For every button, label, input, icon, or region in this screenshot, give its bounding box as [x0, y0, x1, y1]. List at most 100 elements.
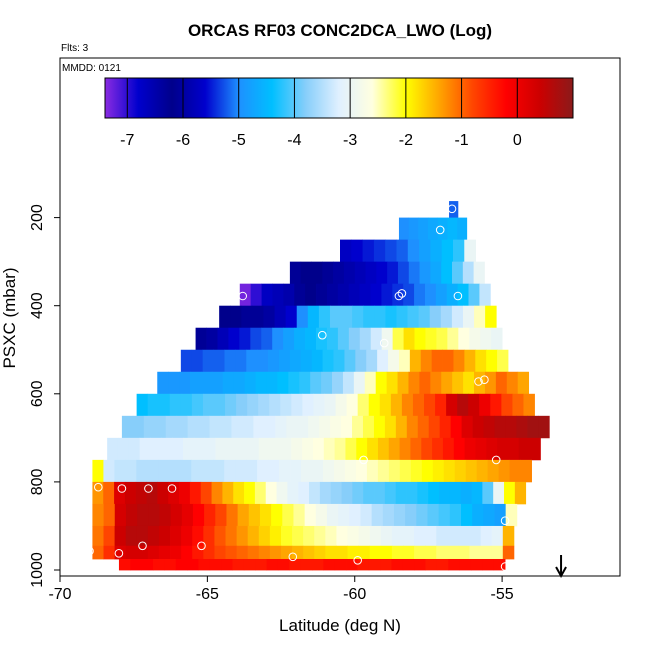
x-tick-label: -65: [196, 586, 219, 603]
heatmap-cell: [447, 217, 458, 241]
data-marker: [114, 549, 124, 558]
heatmap-cell: [381, 283, 393, 307]
heatmap-cell: [322, 349, 334, 373]
heatmap-cell: [258, 437, 271, 461]
heatmap-cell: [252, 305, 264, 329]
heatmap-cell: [157, 371, 169, 395]
heatmap-cell: [309, 481, 321, 505]
heatmap-cell: [257, 459, 269, 483]
data-marker: [167, 484, 177, 493]
heatmap-cell: [330, 415, 342, 439]
heatmap-cell: [202, 349, 214, 373]
heatmap-cell: [181, 525, 193, 547]
heatmap-cell: [430, 371, 442, 395]
heatmap-cell: [158, 525, 171, 547]
heatmap-cell: [258, 545, 271, 560]
heatmap-cell: [250, 327, 262, 351]
heatmap-cell: [441, 239, 454, 263]
heatmap-cell: [408, 217, 419, 241]
heatmap-cell: [289, 349, 302, 373]
heatmap-cell: [399, 459, 412, 483]
heatmap-cell: [182, 437, 195, 461]
heatmap-cell: [408, 261, 420, 285]
data-marker: [197, 541, 206, 551]
heatmap-cell: [291, 437, 303, 461]
heatmap-cell: [141, 558, 154, 571]
heatmap-cell: [158, 393, 171, 417]
heatmap-cell: [195, 327, 207, 351]
heatmap-cell: [388, 349, 400, 373]
heatmap-cell: [491, 525, 504, 547]
heatmap-cell: [452, 261, 464, 285]
heatmap-cell: [377, 349, 389, 373]
heatmap-cell: [457, 393, 469, 417]
heatmap-cell: [231, 415, 243, 439]
heatmap-cell: [204, 503, 216, 527]
heatmap-cell: [406, 481, 418, 505]
heatmap-cell: [286, 415, 298, 439]
heatmap-cell: [176, 415, 189, 439]
heatmap-cell: [215, 437, 227, 461]
heatmap-cell: [480, 545, 493, 560]
heatmap-cell: [375, 371, 388, 395]
heatmap-cell: [316, 283, 328, 307]
heatmap-cell: [272, 283, 284, 307]
heatmap-cell: [280, 393, 292, 417]
heatmap-cell: [448, 558, 461, 571]
heatmap-cell: [248, 503, 261, 527]
heatmap-cell: [243, 558, 256, 571]
heatmap-cell: [265, 481, 277, 505]
heatmap-cell: [168, 371, 180, 395]
heatmap-cell: [476, 459, 489, 483]
heatmap-cell: [290, 459, 302, 483]
heatmap-cell: [469, 525, 482, 547]
heatmap-cell: [447, 545, 459, 560]
heatmap-cell: [485, 305, 497, 329]
heatmap-cell: [247, 437, 260, 461]
heatmap-cell: [269, 525, 282, 547]
heatmap-cell: [425, 327, 437, 351]
heatmap-cell: [103, 525, 115, 547]
colorbar-tick-label: -5: [232, 132, 246, 149]
heatmap-cell: [405, 503, 417, 527]
heatmap-cell: [436, 545, 448, 560]
heatmap-cell: [469, 545, 482, 560]
heatmap-cell: [402, 545, 415, 560]
heatmap-cell: [275, 415, 287, 439]
heatmap-cell: [143, 415, 156, 439]
data-marker: [447, 204, 457, 214]
data-marker: [144, 484, 153, 493]
data-marker: [474, 377, 483, 386]
heatmap-cell: [380, 545, 393, 560]
heatmap-cell: [419, 371, 431, 395]
heatmap-cell: [428, 481, 440, 505]
heatmap-cell: [473, 261, 485, 285]
heatmap-cell: [430, 239, 443, 263]
colorbar-tick-label: -4: [287, 132, 301, 149]
y-axis-label: PSXC (mbar): [0, 267, 19, 368]
heatmap-cell: [398, 217, 410, 241]
heatmap-cell: [307, 305, 320, 329]
heatmap-cell: [376, 261, 388, 285]
heatmap-cell: [247, 525, 260, 547]
heatmap-cell: [493, 481, 505, 505]
colorbar-gradient: [104, 77, 574, 119]
heatmap-cell: [220, 415, 232, 439]
heatmap-cell: [450, 415, 462, 439]
heatmap-cell: [139, 437, 151, 461]
heatmap-cell: [175, 558, 188, 571]
heatmap-cell: [154, 415, 167, 439]
heatmap-cell: [118, 558, 131, 571]
heatmap-cell: [308, 415, 320, 439]
heatmap-cell: [136, 525, 149, 547]
heatmap-cell: [334, 437, 346, 461]
heatmap-cell: [386, 371, 398, 395]
heatmap-cell: [198, 558, 211, 571]
heatmap-cell: [439, 481, 451, 505]
heatmap-cell: [189, 481, 202, 505]
heatmap-cell: [352, 415, 364, 439]
heatmap-cell: [355, 459, 368, 483]
heatmap-cell: [425, 558, 438, 571]
heatmap-cell: [190, 371, 202, 395]
heatmap-cell: [468, 393, 480, 417]
